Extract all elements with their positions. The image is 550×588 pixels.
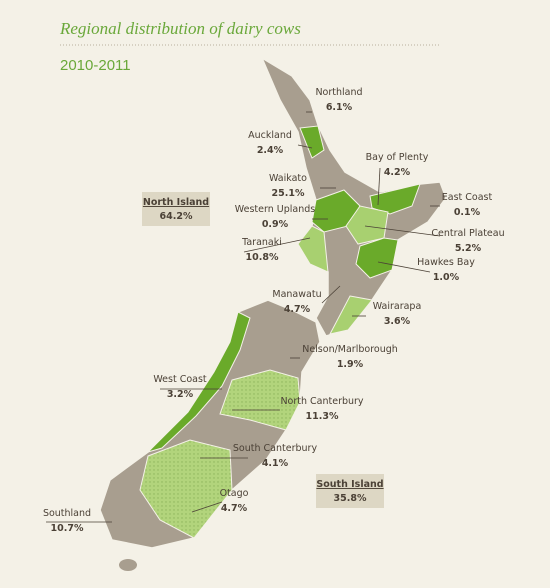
leader-line: [377, 261, 431, 273]
region-name: Western Uplands: [235, 204, 315, 215]
title: Regional distribution of dairy cows: [59, 19, 301, 38]
region-share: 11.3%: [306, 411, 339, 422]
region-name: Northland: [315, 87, 362, 98]
region-share: 4.2%: [384, 167, 411, 178]
region-name: Waikato: [269, 173, 307, 184]
region-name: Hawkes Bay: [417, 257, 475, 268]
region-name: Otago: [220, 488, 249, 499]
south-island: [99, 299, 321, 571]
leader-line: [191, 501, 223, 513]
region-name: South Canterbury: [233, 443, 318, 454]
region-share: 4.1%: [262, 458, 289, 469]
island-name: South Island: [316, 479, 383, 490]
island-name: North Island: [143, 197, 209, 208]
region-name: Central Plateau: [431, 228, 504, 239]
leader-line: [321, 285, 341, 304]
region-share: 4.7%: [284, 304, 311, 315]
region-name: North Canterbury: [280, 396, 363, 407]
leader-line: [297, 144, 313, 149]
island-share: 35.8%: [334, 493, 367, 504]
region-share: 10.7%: [51, 523, 84, 534]
region-name: West Coast: [153, 374, 207, 385]
region-share: 0.9%: [262, 219, 289, 230]
region-share: 1.0%: [433, 272, 460, 283]
leader-line: [243, 237, 311, 253]
region-name: Wairarapa: [373, 301, 422, 312]
region-share: 2.4%: [257, 145, 284, 156]
region-share: 6.1%: [326, 102, 353, 113]
labels: Northland 6.1% Auckland 2.4% Bay of Plenty 4.…: [43, 87, 505, 534]
region-name: East Coast: [442, 192, 493, 203]
region-share: 3.2%: [167, 389, 194, 400]
region-share: 10.8%: [246, 252, 279, 263]
island-box: [142, 192, 210, 226]
region-name: Taranaki: [241, 237, 282, 248]
island-share: 64.2%: [160, 211, 193, 222]
region-name: Manawatu: [272, 289, 321, 300]
region-name: Nelson/Marlborough: [302, 344, 398, 355]
leader-line: [364, 225, 441, 237]
region-name: Auckland: [248, 130, 292, 141]
region-share: 3.6%: [384, 316, 411, 327]
subtitle: 2010-2011: [60, 57, 131, 74]
region-share: 1.9%: [337, 359, 364, 370]
region-share: 4.7%: [221, 503, 248, 514]
region-share: 25.1%: [272, 188, 305, 199]
region-name: Southland: [43, 508, 91, 519]
island-box: [316, 474, 384, 508]
region-name: Bay of Plenty: [366, 152, 429, 163]
region-share: 0.1%: [454, 207, 481, 218]
north-island: [260, 56, 447, 337]
leader-line: [377, 167, 381, 206]
region-share: 5.2%: [455, 243, 482, 254]
